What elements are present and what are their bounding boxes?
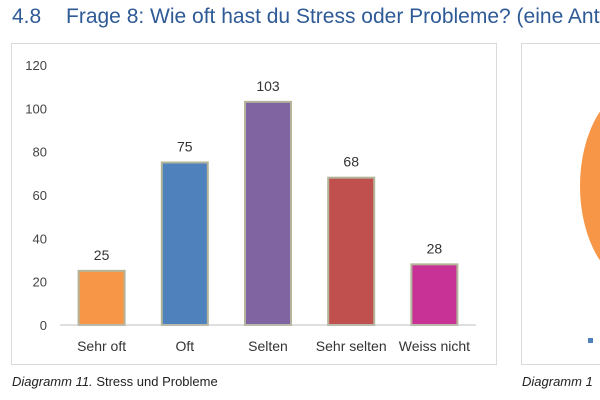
section-title: Frage 8: Wie oft hast du Stress oder Pro… <box>66 5 600 28</box>
data-label: 103 <box>256 78 280 94</box>
y-tick-label: 40 <box>33 231 47 246</box>
chart-caption: Diagramm 11. Stress und Probleme <box>12 374 218 389</box>
data-label: 68 <box>343 154 359 170</box>
section-heading: 4.8 Frage 8: Wie oft hast du Stress oder … <box>12 2 600 32</box>
data-label: 25 <box>94 247 110 263</box>
y-tick-label: 60 <box>33 188 47 203</box>
data-label: 75 <box>177 139 193 155</box>
second-chart-caption: Diagramm 1 <box>522 374 593 389</box>
data-label: 28 <box>427 240 443 256</box>
y-tick-label: 120 <box>25 58 47 73</box>
bars: 25 75 103 68 28 <box>77 78 459 327</box>
pie-slice <box>580 86 600 286</box>
x-tick-label: Selten <box>248 338 288 354</box>
pie-legend-marker <box>588 338 593 343</box>
y-axis: 0 20 40 60 80 100 120 <box>25 58 47 333</box>
x-tick-label: Sehr selten <box>316 338 387 354</box>
x-tick-label: Sehr oft <box>77 338 126 354</box>
second-caption-prefix: Diagramm 1 <box>522 374 593 389</box>
x-tick-label: Weiss nicht <box>399 338 470 354</box>
y-tick-label: 80 <box>33 145 47 160</box>
bar <box>160 161 209 326</box>
bar <box>244 100 292 327</box>
caption-prefix: Diagramm 11. <box>12 374 93 389</box>
bar <box>327 176 376 326</box>
pie-chart-frame <box>521 43 600 365</box>
x-tick-label: Oft <box>175 338 194 354</box>
y-tick-label: 20 <box>33 275 47 290</box>
bar <box>410 263 459 326</box>
bar-chart-frame: 0 20 40 60 80 100 120 25 75 103 68 28 Sehr oft Oft S… <box>11 43 497 365</box>
x-axis: Sehr oft Oft Selten Sehr selten Weiss nicht <box>60 324 476 354</box>
y-tick-label: 100 <box>25 101 47 116</box>
section-number: 4.8 <box>12 5 42 28</box>
y-tick-label: 0 <box>40 318 47 333</box>
bar <box>77 269 126 326</box>
caption-text: Stress und Probleme <box>96 374 218 389</box>
